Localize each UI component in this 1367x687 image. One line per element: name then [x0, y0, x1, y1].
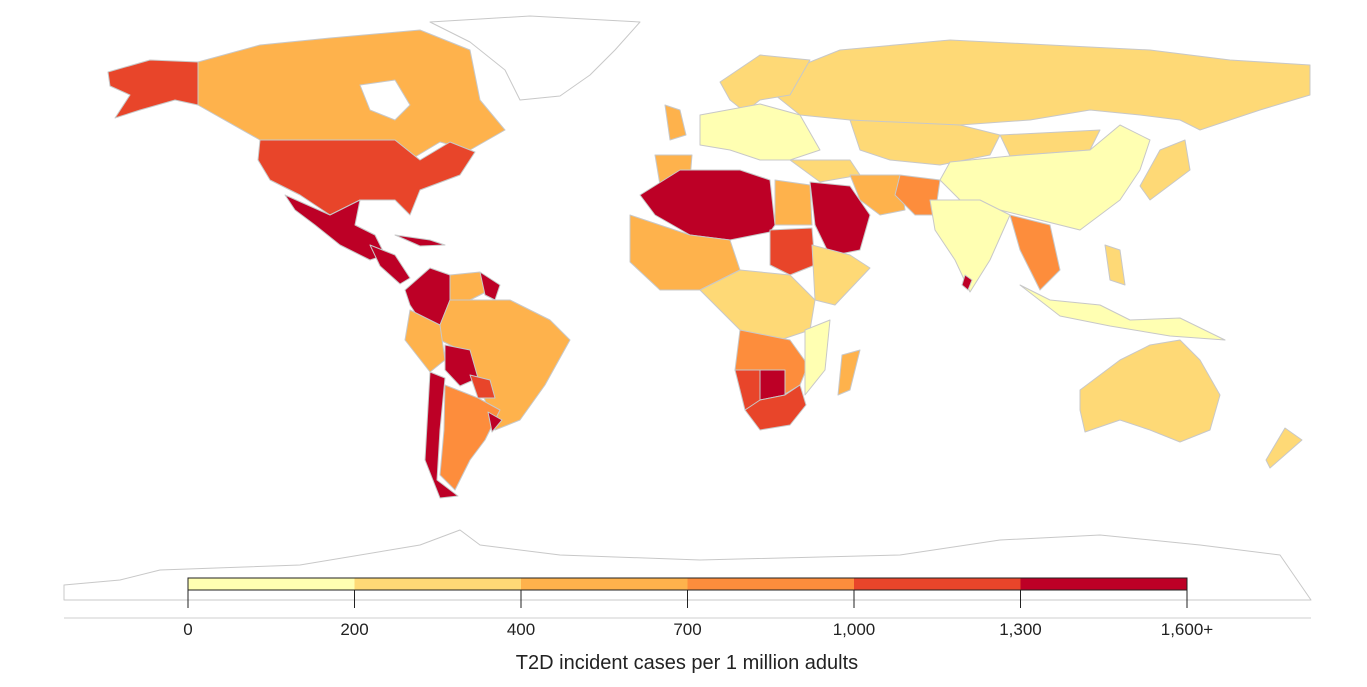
legend-tick-label: 0	[183, 620, 192, 639]
region-new-zealand[interactable]	[1265, 427, 1303, 469]
region-north-africa[interactable]	[639, 169, 776, 241]
region-argentina[interactable]	[439, 384, 501, 491]
region-uruguay[interactable]	[487, 411, 503, 433]
legend-tick-label: 200	[340, 620, 368, 639]
region-south-africa[interactable]	[744, 384, 807, 431]
legend-swatch	[854, 578, 1021, 590]
region-alaska[interactable]	[107, 59, 199, 119]
legend-tick-label: 1,600+	[1161, 620, 1214, 639]
region-hudson-bay	[359, 79, 411, 121]
region-madagascar[interactable]	[837, 349, 861, 396]
legend-tick-label: 1,000	[833, 620, 876, 639]
region-egypt[interactable]	[774, 179, 813, 226]
region-turkey[interactable]	[789, 159, 861, 183]
region-scandinavia[interactable]	[719, 54, 811, 113]
region-uk[interactable]	[664, 104, 687, 141]
region-saudi-arabia[interactable]	[809, 181, 871, 257]
countries	[63, 15, 1312, 601]
region-east-africa[interactable]	[811, 244, 871, 306]
legend-swatch	[687, 578, 854, 590]
legend: 0 200 400 700 1,000 1,300 1,600+ T2D incident …	[183, 577, 1214, 674]
legend-swatch	[188, 578, 355, 590]
region-cuba[interactable]	[394, 234, 446, 247]
region-central-america[interactable]	[369, 244, 411, 285]
legend-tick-label: 1,300	[999, 620, 1042, 639]
region-sri-lanka[interactable]	[961, 274, 973, 291]
region-southeast-asia[interactable]	[1009, 214, 1061, 291]
legend-title: T2D incident cases per 1 million adults	[516, 652, 858, 674]
region-australia[interactable]	[1079, 339, 1221, 443]
region-iran[interactable]	[849, 174, 906, 216]
region-chile[interactable]	[424, 371, 459, 499]
legend-swatch	[1020, 578, 1187, 590]
region-philippines[interactable]	[1104, 244, 1126, 286]
legend-tick-label: 700	[673, 620, 701, 639]
region-india[interactable]	[929, 199, 1011, 293]
region-pakistan[interactable]	[894, 174, 941, 216]
region-mozambique[interactable]	[804, 319, 831, 396]
legend-swatch	[354, 578, 521, 590]
region-kazakhstan[interactable]	[849, 119, 1001, 166]
region-paraguay[interactable]	[469, 374, 496, 399]
region-greenland[interactable]	[429, 15, 641, 101]
region-guyana[interactable]	[479, 271, 501, 301]
region-peru[interactable]	[404, 309, 446, 373]
region-usa[interactable]	[257, 139, 476, 216]
legend-swatch	[521, 578, 688, 590]
legend-tick-label: 400	[507, 620, 535, 639]
region-russia[interactable]	[774, 39, 1311, 131]
region-japan[interactable]	[1139, 139, 1191, 201]
region-sudan[interactable]	[769, 227, 816, 276]
region-venezuela[interactable]	[449, 271, 491, 301]
region-indonesia[interactable]	[1019, 284, 1226, 341]
